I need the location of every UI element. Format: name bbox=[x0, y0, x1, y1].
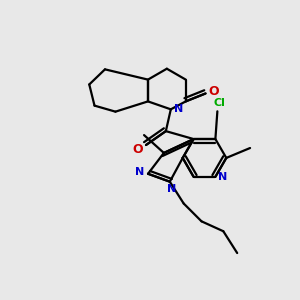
Text: Cl: Cl bbox=[213, 98, 225, 108]
Text: N: N bbox=[218, 172, 227, 182]
Text: O: O bbox=[133, 143, 143, 156]
Text: N: N bbox=[167, 184, 176, 194]
Text: N: N bbox=[136, 167, 145, 177]
Text: O: O bbox=[208, 85, 219, 98]
Text: N: N bbox=[174, 104, 183, 114]
